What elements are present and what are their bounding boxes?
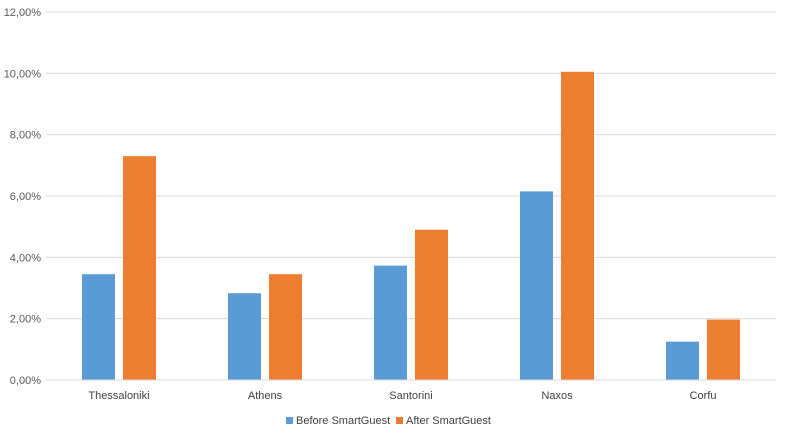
bar-santorini-series-1	[415, 229, 448, 380]
x-category-label: Thessaloniki	[88, 390, 149, 402]
bar-thessaloniki-series-1	[123, 156, 156, 380]
legend-swatch	[286, 417, 293, 424]
y-axis-ticks: 0,00% 2,00% 4,00% 6,00% 8,00% 10,00% 12,00%	[4, 7, 42, 387]
y-tick-label: 4,00%	[10, 252, 41, 264]
gridlines	[46, 11, 776, 320]
y-tick-label: 10,00%	[4, 68, 42, 80]
y-tick-label: 12,00%	[4, 7, 42, 19]
y-tick-label: 0,00%	[10, 375, 41, 387]
bar-thessaloniki-series-0	[82, 274, 115, 380]
bar-corfu-series-1	[707, 319, 740, 380]
x-category-label: Corfu	[690, 390, 717, 402]
legend-swatch	[396, 417, 403, 424]
bar-athens-series-0	[228, 293, 261, 380]
x-category-label: Athens	[248, 390, 283, 402]
x-category-label: Naxos	[541, 390, 573, 402]
bar-naxos-series-0	[520, 191, 553, 380]
bars	[82, 71, 740, 381]
x-axis-labels: Thessaloniki Athens Santorini Naxos Corfu	[88, 390, 716, 402]
bar-naxos-series-1	[561, 71, 594, 381]
x-category-label: Santorini	[389, 390, 432, 402]
legend-label: Before SmartGuest	[296, 415, 390, 427]
legend-label: After SmartGuest	[406, 415, 491, 427]
bar-santorini-series-0	[374, 265, 407, 380]
y-tick-label: 8,00%	[10, 130, 41, 142]
legend: Before SmartGuest After SmartGuest	[286, 415, 491, 427]
bar-corfu-series-0	[666, 341, 699, 380]
bar-athens-series-1	[269, 274, 302, 380]
y-tick-label: 2,00%	[10, 314, 41, 326]
y-tick-label: 6,00%	[10, 191, 41, 203]
